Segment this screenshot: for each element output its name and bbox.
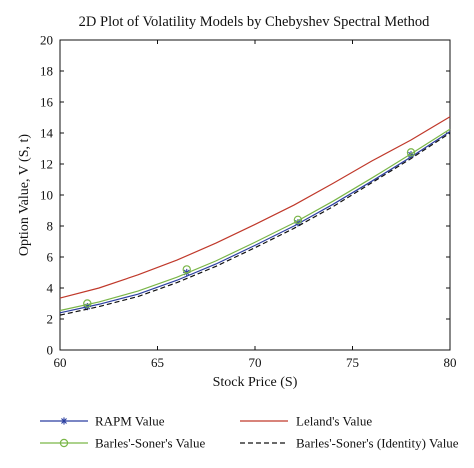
legend-rapm-value-marker	[60, 417, 68, 425]
y-tick-label: 6	[47, 250, 54, 265]
legend: RAPM Value Leland's Value Barles'-Soner's …	[40, 414, 459, 451]
legend-barles-soner-s-identity-value-label: Barles'-Soner's (Identity) Value	[296, 436, 459, 451]
y-tick-label: 20	[40, 33, 53, 48]
x-tick-label: 80	[444, 355, 457, 370]
series-barles-soner-s-value-marker	[83, 299, 92, 308]
y-tick-label: 18	[40, 64, 53, 79]
chart-title: 2D Plot of Volatility Models by Chebyshe…	[79, 14, 430, 30]
series-barles-soner-s-identity-value-line	[59, 132, 451, 316]
legend-leland-s-value-label: Leland's Value	[296, 414, 372, 429]
series-barles-soner-s-value-marker	[182, 265, 191, 274]
series-barles-soner-s-value-line	[59, 128, 451, 312]
y-tick-label: 0	[47, 343, 54, 358]
legend-barles-soner-s-value-marker	[59, 438, 69, 448]
series-rapm-value-marker	[407, 151, 415, 159]
series-rapm-value-line	[59, 130, 451, 314]
series-barles-soner-s-value-marker	[406, 148, 416, 157]
y-tick-label: 8	[47, 219, 54, 234]
x-tick-label: 60	[54, 355, 67, 370]
y-tick-label: 10	[40, 188, 53, 203]
x-tick-label: 70	[249, 355, 262, 370]
y-tick-label: 16	[40, 95, 54, 110]
legend-barles-soner-s-value-label: Barles'-Soner's Value	[95, 436, 205, 451]
series-barles-soner-s-value-marker	[293, 215, 303, 224]
x-axis-label: Stock Price (S)	[213, 375, 298, 390]
y-tick-label: 4	[47, 281, 54, 296]
y-tick-label: 14	[40, 126, 54, 141]
y-axis-label: Option Value, V (S, t)	[17, 134, 32, 256]
series-leland-s-value-line	[59, 116, 451, 299]
axis-ticks: 60 65 70 75 80 0 2 4 6 8 10 12 14 16 18 20	[40, 33, 457, 371]
x-tick-label: 75	[346, 355, 359, 370]
plot-frame	[59, 39, 451, 351]
x-tick-label: 65	[151, 355, 164, 370]
y-tick-label: 2	[47, 312, 54, 327]
legend-rapm-value-label: RAPM Value	[95, 414, 165, 429]
series-layer	[59, 116, 451, 316]
y-tick-label: 12	[40, 157, 53, 172]
